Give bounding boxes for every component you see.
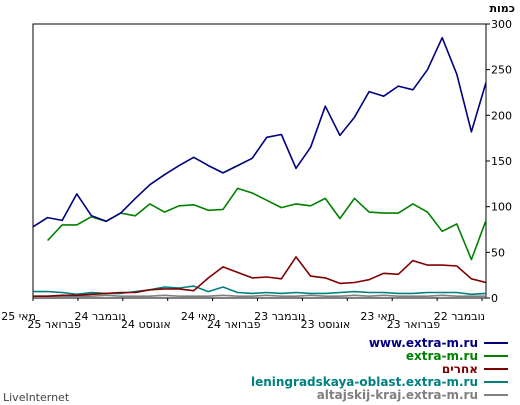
- y-tick-label-1: 50: [491, 246, 505, 259]
- plot-area: [32, 23, 487, 299]
- footer-brand: LiveInternet: [3, 391, 70, 404]
- x-tick-label-1: פברואר 23: [387, 318, 441, 331]
- y-axis: 0 50 100 150 200 250 300: [486, 18, 512, 305]
- x-tick-label-9: פברואר 25: [27, 318, 81, 331]
- y-tick-label-4: 200: [491, 109, 512, 122]
- x-tick-label-2: מאי 23: [360, 310, 395, 323]
- x-tick-label-10: מאי 25: [1, 310, 36, 323]
- legend-label-4: altajskij-kraj.extra-m.ru: [317, 388, 478, 402]
- series-line-0: [32, 36, 487, 228]
- y-tick-label-2: 100: [491, 201, 512, 214]
- x-tick-label-5: פברואר 24: [207, 318, 261, 331]
- legend-label-3: leningradskaya-oblast.extra-m.ru: [251, 375, 478, 389]
- legend: www.extra-m.ruextra-m.ruאחריםleningradsk…: [251, 336, 508, 402]
- y-tick-label-3: 150: [491, 155, 512, 168]
- x-tick-label-3: אוגוסט 23: [301, 318, 351, 331]
- x-tick-label-4: נובמבר 23: [254, 310, 305, 323]
- x-tick-label-7: אוגוסט 24: [121, 318, 171, 331]
- legend-label-2: אחרים: [442, 362, 478, 376]
- series-line-4: [33, 294, 486, 298]
- x-tick-label-6: מאי 24: [181, 310, 216, 323]
- y-tick-label-0: 0: [491, 292, 498, 305]
- x-tick-label-0: נובמבר 22: [434, 310, 485, 323]
- legend-label-1: extra-m.ru: [406, 349, 478, 363]
- y-axis-title: כמות: [490, 2, 515, 15]
- y-tick-label-6: 300: [491, 18, 512, 31]
- series-line-2: [33, 256, 487, 298]
- plot-frame: [32, 23, 487, 299]
- x-tick-label-8: נובמבר 24: [75, 310, 126, 323]
- y-tick-label-5: 250: [491, 64, 512, 77]
- legend-label-0: www.extra-m.ru: [369, 336, 478, 350]
